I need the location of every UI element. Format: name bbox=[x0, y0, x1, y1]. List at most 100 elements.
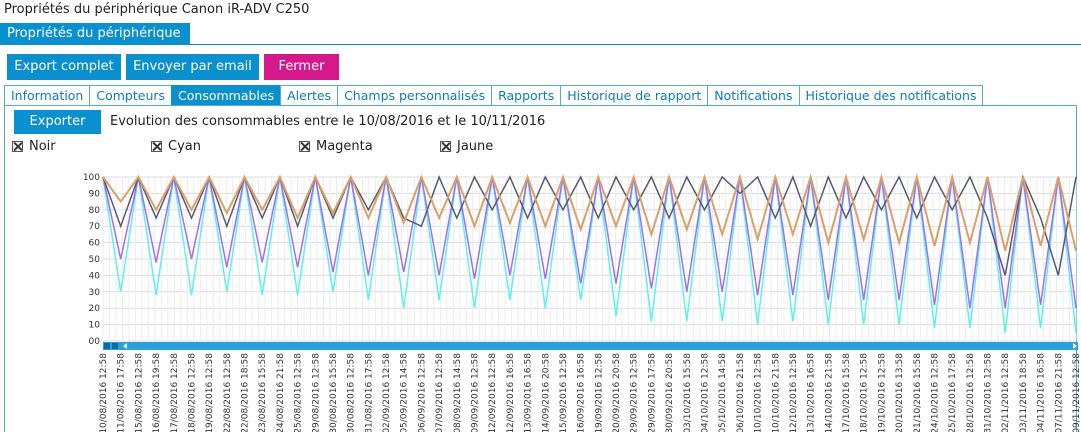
x-tick-label: 15/08/2016 12:58 bbox=[134, 353, 144, 432]
section-divider bbox=[0, 44, 1081, 45]
x-tick-label: 06/09/2016 12:58 bbox=[417, 353, 427, 432]
x-tick-label: 10/08/2016 12:58 bbox=[99, 353, 109, 432]
send-email-button[interactable]: Envoyer par email bbox=[126, 54, 259, 80]
legend-item-noir[interactable]: Noir bbox=[12, 139, 56, 154]
checkbox-icon[interactable] bbox=[151, 141, 162, 152]
x-tick-label: 23/08/2016 15:58 bbox=[258, 353, 268, 432]
x-tick-label: 13/09/2016 16:58 bbox=[524, 353, 534, 432]
x-tick-label: 24/10/2016 12:58 bbox=[930, 353, 940, 432]
tab-bar-underline bbox=[4, 105, 1077, 106]
y-tick-label: 100 bbox=[83, 173, 100, 183]
x-tick-label: 17/10/2016 15:58 bbox=[842, 353, 852, 432]
x-tick-label: 15/09/2016 12:58 bbox=[559, 353, 569, 432]
y-tick-label: 10 bbox=[89, 321, 101, 331]
legend-item-cyan[interactable]: Cyan bbox=[151, 139, 201, 154]
x-tick-label: 21/10/2016 15:58 bbox=[913, 353, 923, 432]
x-tick-label: 03/11/2016 18:58 bbox=[1019, 353, 1029, 432]
checkbox-icon[interactable] bbox=[12, 141, 23, 152]
period-text: Evolution des consommables entre le 10/0… bbox=[110, 114, 546, 129]
x-tick-label: 28/10/2016 12:58 bbox=[966, 353, 976, 432]
y-tick-label: 00 bbox=[89, 337, 101, 347]
x-tick-label: 11/08/2016 17:58 bbox=[117, 353, 127, 432]
x-tick-label: 06/10/2016 21:58 bbox=[736, 353, 746, 432]
x-tick-label: 14/09/2016 20:58 bbox=[541, 353, 551, 432]
consumables-chart: 100 90 80 70 60 50 40 30 20 10 00 10/08/2016 12:58 1… bbox=[83, 173, 1081, 432]
x-tick-label: 10/10/2016 21:58 bbox=[771, 353, 781, 432]
x-tick-label: 04/11/2016 16:58 bbox=[1037, 353, 1047, 432]
x-tick-label: 30/08/2016 15:58 bbox=[329, 353, 339, 432]
tab-champs-personnalis-s[interactable]: Champs personnalisés bbox=[337, 85, 493, 105]
x-tick-label: 29/08/2016 12:58 bbox=[311, 353, 321, 432]
x-tick-label: 07/09/2016 12:58 bbox=[435, 353, 445, 432]
x-tick-label: 20/09/2016 20:58 bbox=[612, 353, 622, 432]
y-tick-label: 50 bbox=[89, 255, 101, 265]
x-tick-label: 19/09/2016 12:58 bbox=[594, 353, 604, 432]
legend-label: Magenta bbox=[316, 139, 373, 154]
x-tick-label: 25/10/2016 17:58 bbox=[948, 353, 958, 432]
x-tick-label: 30/09/2016 20:58 bbox=[665, 353, 675, 432]
zoom-out-icon bbox=[112, 343, 118, 349]
y-tick-label: 20 bbox=[89, 304, 101, 314]
x-tick-label: 05/09/2016 14:58 bbox=[400, 353, 410, 432]
tab-consommables[interactable]: Consommables bbox=[171, 85, 282, 105]
x-tick-label: 10/10/2016 12:58 bbox=[754, 353, 764, 432]
x-tick-label: 02/11/2016 12:58 bbox=[1001, 353, 1011, 432]
checkbox-icon[interactable] bbox=[299, 141, 310, 152]
x-tick-label: 02/09/2016 12:58 bbox=[382, 353, 392, 432]
x-tick-label: 31/10/2016 12:58 bbox=[984, 353, 994, 432]
y-tick-label: 90 bbox=[89, 189, 101, 199]
x-tick-label: 12/09/2016 16:58 bbox=[506, 353, 516, 432]
x-tick-label: 22/08/2016 12:58 bbox=[223, 353, 233, 432]
x-tick-label: 22/08/2016 18:58 bbox=[241, 353, 251, 432]
series-line-jaune bbox=[102, 173, 1077, 252]
tab-bar: Information Compteurs Consommables Alertes C… bbox=[4, 85, 984, 106]
tab-historique-des-notifications[interactable]: Historique des notifications bbox=[798, 85, 984, 105]
tab-alertes[interactable]: Alertes bbox=[280, 85, 339, 105]
tab-information[interactable]: Information bbox=[4, 85, 91, 105]
x-tick-label: 07/11/2016 21:58 bbox=[1054, 353, 1064, 432]
horizontal-scrollbar bbox=[103, 342, 1078, 350]
x-tick-label: 09/11/2016 12:58 bbox=[1072, 353, 1081, 432]
x-tick-label: 13/10/2016 16:58 bbox=[807, 353, 817, 432]
checkbox-icon[interactable] bbox=[440, 141, 451, 152]
content-border-left bbox=[4, 105, 5, 432]
series-line-noir bbox=[102, 174, 1077, 276]
x-tick-label: 24/08/2016 21:58 bbox=[276, 353, 286, 432]
y-tick-label: 30 bbox=[89, 288, 101, 298]
legend-item-magenta[interactable]: Magenta bbox=[299, 139, 373, 154]
x-tick-label: 18/08/2016 12:58 bbox=[187, 353, 197, 432]
scroll-left-icon bbox=[123, 343, 127, 349]
x-tick-label: 14/10/2016 21:58 bbox=[824, 353, 834, 432]
export-button[interactable]: Exporter bbox=[14, 110, 101, 134]
window-title: Propriétés du périphérique Canon iR-ADV … bbox=[4, 2, 310, 17]
tab-rapports[interactable]: Rapports bbox=[491, 85, 562, 105]
y-tick-label: 40 bbox=[89, 271, 101, 281]
x-tick-label: 05/10/2016 14:58 bbox=[718, 353, 728, 432]
x-tick-label: 19/08/2016 12:58 bbox=[205, 353, 215, 432]
tab-notifications[interactable]: Notifications bbox=[707, 85, 800, 105]
x-tick-label: 09/09/2016 12:58 bbox=[471, 353, 481, 432]
x-tick-label: 16/09/2016 16:58 bbox=[577, 353, 587, 432]
close-button[interactable]: Fermer bbox=[264, 54, 339, 80]
x-tick-label: 29/09/2016 12:58 bbox=[630, 353, 640, 432]
legend-item-jaune[interactable]: Jaune bbox=[440, 139, 493, 154]
legend-label: Cyan bbox=[168, 139, 201, 154]
legend-label: Noir bbox=[29, 139, 56, 154]
x-tick-label: 19/10/2016 12:58 bbox=[877, 353, 887, 432]
x-tick-label: 25/08/2016 12:58 bbox=[294, 353, 304, 432]
tab-historique-de-rapport[interactable]: Historique de rapport bbox=[560, 85, 709, 105]
export-all-button[interactable]: Export complet bbox=[7, 54, 121, 80]
tab-compteurs[interactable]: Compteurs bbox=[89, 85, 173, 105]
x-tick-label: 30/08/2016 12:58 bbox=[347, 353, 357, 432]
y-tick-label: 80 bbox=[89, 206, 101, 216]
x-tick-label: 16/08/2016 19:58 bbox=[152, 353, 162, 432]
x-tick-label: 29/09/2016 17:58 bbox=[647, 353, 657, 432]
section-tab-device-properties[interactable]: Propriétés du périphérique bbox=[0, 23, 190, 45]
x-tick-label: 03/10/2016 15:58 bbox=[683, 353, 693, 432]
x-tick-label: 08/09/2016 14:58 bbox=[453, 353, 463, 432]
x-tick-label: 31/08/2016 17:58 bbox=[364, 353, 374, 432]
series-line-magenta bbox=[102, 176, 1077, 309]
x-tick-label: 20/10/2016 13:58 bbox=[895, 353, 905, 432]
legend-label: Jaune bbox=[457, 139, 494, 154]
scroll-right-icon bbox=[1073, 343, 1077, 349]
